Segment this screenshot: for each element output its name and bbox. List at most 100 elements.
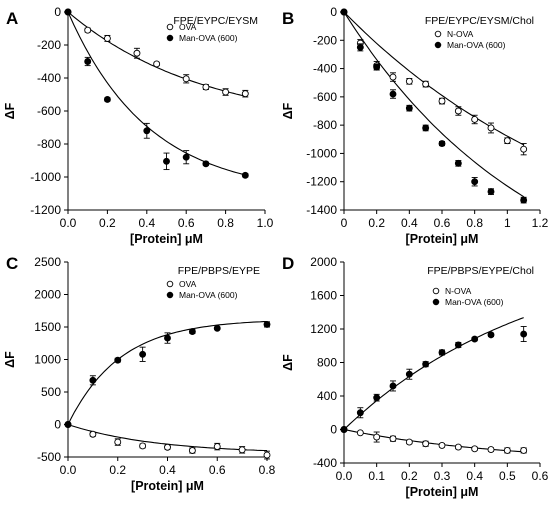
legend-label: Man-OVA (600): [445, 297, 504, 307]
x-tick-label: 0.6: [434, 216, 451, 230]
data-point: [389, 73, 397, 81]
y-tick-label: 1200: [310, 322, 337, 336]
fit-curve: [343, 11, 524, 198]
data-point: [438, 140, 446, 147]
y-tick-label: -1000: [30, 170, 61, 184]
y-tick-label: -400: [313, 456, 337, 470]
data-point: [356, 429, 364, 437]
data-point: [84, 26, 92, 34]
data-point: [213, 443, 221, 451]
y-axis-label: ΔF: [3, 351, 17, 368]
x-tick-label: 0: [341, 216, 348, 230]
legend-label: N-OVA: [445, 286, 472, 296]
legend-marker: [166, 280, 174, 288]
data-point: [520, 330, 528, 338]
x-tick-label: 0.2: [368, 216, 385, 230]
panel-b: B 0 -200 -400 -600 -800 -1000 -1200 -1400 0 0.2 0.4…: [281, 5, 549, 246]
x-tick-label: 0.8: [259, 463, 276, 477]
data-point: [503, 137, 511, 145]
legend-marker: [166, 291, 174, 299]
x-tick-label: 0.4: [401, 216, 418, 230]
data-point: [471, 178, 479, 186]
panel-title: FPE/PBPS/EYPE/Chol: [427, 265, 534, 277]
data-point: [471, 116, 479, 123]
legend-marker: [166, 34, 174, 42]
panel-title: FPE/EYPC/EYSM: [173, 15, 258, 27]
data-point: [163, 157, 170, 165]
data-point: [263, 320, 271, 328]
y-tick-label: 0: [330, 5, 337, 19]
y-axis-label: ΔF: [281, 354, 295, 371]
data-point: [405, 77, 413, 85]
panel-letter: B: [282, 9, 294, 28]
panel-letter: A: [6, 9, 18, 28]
x-tick-label: 0.3: [434, 469, 451, 483]
data-point: [487, 446, 495, 454]
data-point: [503, 446, 511, 454]
x-axis-label: [Protein] μM: [130, 232, 203, 246]
y-axis-label: ΔF: [3, 102, 17, 119]
y-tick-label: 2000: [310, 255, 337, 269]
y-tick-label: 800: [317, 356, 337, 370]
legend-label: N-OVA: [447, 29, 474, 39]
data-point: [389, 435, 397, 443]
data-point: [389, 90, 397, 98]
y-tick-label: 2000: [34, 288, 61, 302]
data-point: [454, 443, 462, 451]
data-point: [422, 124, 430, 132]
y-tick-label: -1200: [306, 175, 337, 189]
y-tick-label: 2500: [34, 255, 61, 269]
data-point: [340, 8, 348, 16]
x-tick-label: 0.2: [401, 469, 418, 483]
data-point: [520, 446, 528, 454]
y-tick-label: -1200: [30, 203, 61, 217]
data-point: [182, 75, 190, 83]
y-tick-label: -200: [37, 38, 61, 52]
x-tick-label: 0.0: [60, 216, 77, 230]
y-tick-label: -800: [37, 137, 61, 151]
data-point: [164, 334, 171, 342]
data-point: [405, 104, 413, 112]
data-point: [188, 328, 196, 335]
data-point: [114, 438, 122, 446]
x-tick-label: 0.8: [217, 216, 234, 230]
data-point: [153, 60, 161, 68]
data-point: [263, 451, 271, 459]
data-point: [103, 34, 111, 42]
y-tick-label: 500: [41, 385, 61, 399]
y-tick-label: 1500: [34, 320, 61, 334]
panel-letter: C: [6, 254, 18, 273]
data-point: [487, 331, 495, 339]
data-point: [241, 171, 249, 179]
data-point: [133, 49, 141, 57]
legend-label: Man-OVA (600): [179, 290, 238, 300]
data-point: [487, 124, 495, 132]
data-point: [241, 90, 249, 98]
data-point: [422, 80, 430, 88]
x-tick-label: 0.6: [532, 469, 549, 483]
data-point: [438, 441, 446, 449]
data-point: [340, 426, 348, 433]
x-tick-label: 1.2: [532, 216, 549, 230]
data-point: [373, 394, 381, 402]
panel-title: FPE/PBPS/EYPE: [178, 265, 260, 277]
data-point: [84, 58, 92, 65]
x-tick-label: 1: [504, 216, 511, 230]
y-tick-label: 400: [317, 389, 337, 403]
data-point: [213, 324, 221, 332]
x-tick-label: 0.0: [336, 469, 353, 483]
data-point: [188, 447, 196, 454]
fit-curve: [343, 428, 524, 453]
panel-letter: D: [282, 254, 294, 273]
data-point: [202, 160, 210, 168]
y-tick-label: -1000: [306, 146, 337, 160]
x-tick-label: 0.1: [368, 469, 385, 483]
y-tick-label: 0: [54, 418, 61, 432]
data-point: [164, 443, 171, 451]
legend-label: Man-OVA (600): [179, 33, 238, 43]
y-tick-label: -500: [37, 450, 61, 464]
x-axis-label: [Protein] μM: [131, 479, 204, 493]
y-tick-label: -200: [313, 33, 337, 47]
